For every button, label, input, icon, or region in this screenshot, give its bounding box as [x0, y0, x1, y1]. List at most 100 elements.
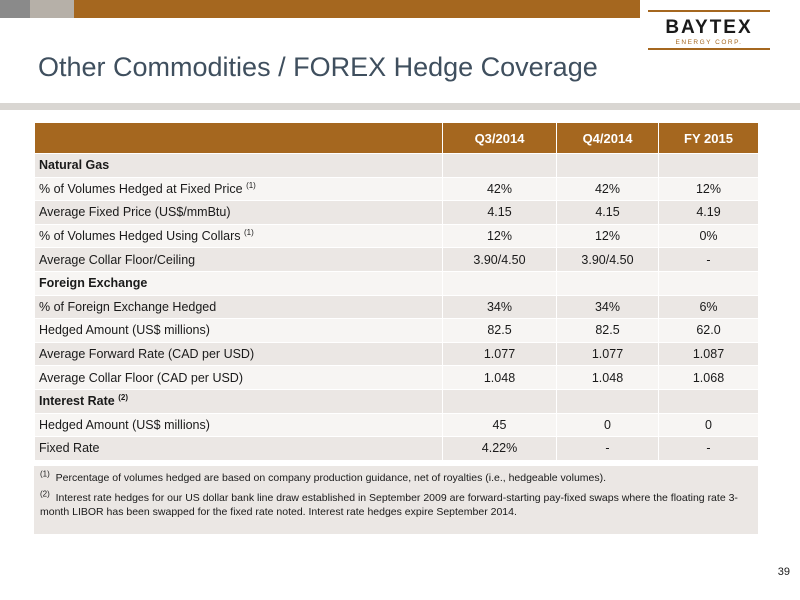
- table-row: Hedged Amount (US$ millions) 45 0 0: [34, 412, 759, 438]
- cell-q3-2014: 4.22%: [442, 436, 557, 461]
- table-row: Average Forward Rate (CAD per USD) 1.077 1…: [34, 341, 759, 367]
- row-label-cell: Hedged Amount (US$ millions): [34, 318, 443, 343]
- table-row: Average Collar Floor/Ceiling 3.90/4.50 3.9…: [34, 247, 759, 272]
- cell-q3-2014: [442, 270, 557, 296]
- cell-fy-2015: 1.087: [658, 341, 759, 367]
- cell-q4-2014: 4.15: [556, 200, 659, 225]
- cell-fy-2015: 0: [658, 412, 759, 438]
- row-label: Fixed Rate: [39, 441, 100, 456]
- cell-q3-2014: 3.90/4.50: [442, 247, 557, 272]
- table-row: Average Fixed Price (US$/mmBtu) 4.15 4.15 4…: [34, 200, 759, 225]
- row-label-cell: Average Fixed Price (US$/mmBtu): [34, 200, 443, 225]
- table-row: % of Foreign Exchange Hedged 34% 34% 6%: [34, 294, 759, 320]
- cell-fy-2015: -: [658, 247, 759, 272]
- cell-q4-2014: -: [556, 436, 659, 461]
- cell-fy-2015: [658, 270, 759, 296]
- logo-subtitle: ENERGY CORP.: [675, 39, 743, 46]
- row-label-cell: Natural Gas: [34, 153, 443, 178]
- cell-q4-2014: [556, 270, 659, 296]
- cell-fy-2015: -: [658, 436, 759, 461]
- footnote-text: Interest rate hedges for our US dollar b…: [40, 492, 738, 518]
- row-label-cell: Interest Rate (2): [34, 388, 443, 414]
- logo-rule-top: [648, 10, 770, 12]
- footnote-reference: (2): [118, 393, 128, 403]
- table-row: % of Volumes Hedged Using Collars (1) 12%…: [34, 223, 759, 249]
- cell-q3-2014: 45: [442, 412, 557, 438]
- table-section-row: Interest Rate (2): [34, 388, 759, 414]
- cell-q4-2014: 34%: [556, 294, 659, 320]
- table-header-row: Q3/2014 Q4/2014 FY 2015: [34, 122, 759, 154]
- header-bar-segment-gray: [0, 0, 30, 18]
- table-section-row: Natural Gas: [34, 153, 759, 178]
- row-label-cell: Average Forward Rate (CAD per USD): [34, 341, 443, 367]
- title-divider: [0, 103, 800, 110]
- cell-fy-2015: 1.068: [658, 365, 759, 390]
- row-label: Average Collar Floor (CAD per USD): [39, 370, 243, 385]
- cell-q4-2014: 42%: [556, 176, 659, 202]
- cell-fy-2015: 6%: [658, 294, 759, 320]
- row-label-cell: Fixed Rate: [34, 436, 443, 461]
- cell-q4-2014: 1.048: [556, 365, 659, 390]
- footnote-2: (2) Interest rate hedges for our US doll…: [40, 489, 752, 519]
- cell-q4-2014: [556, 388, 659, 414]
- cell-q4-2014: 82.5: [556, 318, 659, 343]
- cell-q4-2014: 12%: [556, 223, 659, 249]
- row-label-cell: Hedged Amount (US$ millions): [34, 412, 443, 438]
- footnote-marker: (1): [40, 469, 50, 479]
- row-label-cell: Average Collar Floor/Ceiling: [34, 247, 443, 272]
- row-label: % of Volumes Hedged at Fixed Price: [39, 181, 243, 196]
- table-row: Fixed Rate 4.22% - -: [34, 436, 759, 461]
- header-label: [34, 122, 443, 154]
- row-label: % of Volumes Hedged Using Collars: [39, 229, 241, 244]
- footnote-marker: (2): [40, 489, 50, 499]
- row-label-cell: % of Foreign Exchange Hedged: [34, 294, 443, 320]
- cell-fy-2015: 0%: [658, 223, 759, 249]
- table-row: Hedged Amount (US$ millions) 82.5 82.5 62.0: [34, 318, 759, 343]
- header-q4-2014: Q4/2014: [556, 122, 659, 154]
- row-label-cell: % of Volumes Hedged at Fixed Price (1): [34, 176, 443, 202]
- footnote-1: (1) Percentage of volumes hedged are bas…: [40, 469, 752, 486]
- cell-fy-2015: 12%: [658, 176, 759, 202]
- cell-q3-2014: 1.077: [442, 341, 557, 367]
- page-title: Other Commodities / FOREX Hedge Coverage: [38, 52, 598, 82]
- table-section-row: Foreign Exchange: [34, 270, 759, 296]
- header-q3-2014: Q3/2014: [442, 122, 557, 154]
- cell-q3-2014: 82.5: [442, 318, 557, 343]
- footnote-reference: (1): [243, 227, 254, 237]
- cell-q3-2014: 34%: [442, 294, 557, 320]
- cell-q3-2014: 4.15: [442, 200, 557, 225]
- logo-rule-bottom: [648, 48, 770, 50]
- cell-fy-2015: [658, 388, 759, 414]
- footnotes-box: (1) Percentage of volumes hedged are bas…: [34, 466, 758, 534]
- row-label: Hedged Amount (US$ millions): [39, 323, 210, 338]
- footnote-reference: (1): [246, 180, 256, 190]
- header-fy-2015: FY 2015: [658, 122, 759, 154]
- logo-name: BAYTEX: [665, 17, 753, 38]
- cell-q3-2014: [442, 388, 557, 414]
- baytex-logo: BAYTEX ENERGY CORP.: [648, 10, 770, 54]
- row-label: Natural Gas: [39, 158, 110, 173]
- row-label: Foreign Exchange: [39, 276, 148, 291]
- cell-q4-2014: [556, 153, 659, 178]
- table-row: % of Volumes Hedged at Fixed Price (1) 42…: [34, 176, 759, 202]
- header-bar-segment-light: [30, 0, 74, 18]
- cell-q3-2014: 1.048: [442, 365, 557, 390]
- row-label-cell: % of Volumes Hedged Using Collars (1): [34, 223, 443, 249]
- cell-fy-2015: 62.0: [658, 318, 759, 343]
- row-label: Interest Rate: [39, 394, 115, 409]
- row-label: Average Forward Rate (CAD per USD): [39, 347, 255, 362]
- cell-fy-2015: [658, 153, 759, 178]
- row-label-cell: Average Collar Floor (CAD per USD): [34, 365, 443, 390]
- cell-q4-2014: 0: [556, 412, 659, 438]
- row-label-cell: Foreign Exchange: [34, 270, 443, 296]
- row-label: Hedged Amount (US$ millions): [39, 417, 210, 432]
- cell-q4-2014: 1.077: [556, 341, 659, 367]
- cell-q4-2014: 3.90/4.50: [556, 247, 659, 272]
- table-row: Average Collar Floor (CAD per USD) 1.048 1…: [34, 365, 759, 390]
- page-number: 39: [777, 566, 790, 578]
- table-body: Natural Gas % of Volumes Hedged at Fixed …: [34, 153, 759, 461]
- header-bar: [0, 0, 640, 18]
- row-label: Average Collar Floor/Ceiling: [39, 252, 196, 267]
- row-label: Average Fixed Price (US$/mmBtu): [39, 205, 231, 220]
- row-label: % of Foreign Exchange Hedged: [39, 299, 217, 314]
